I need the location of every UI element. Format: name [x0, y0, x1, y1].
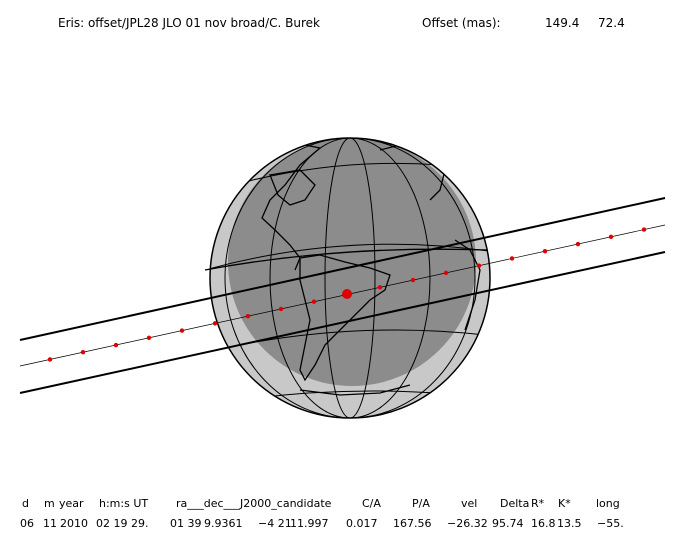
offset-value: 72.4 — [598, 16, 625, 30]
time-marker — [641, 227, 647, 232]
column-header: d — [22, 497, 29, 510]
time-marker — [212, 321, 218, 326]
column-header: R* — [531, 497, 545, 510]
time-marker — [80, 350, 86, 355]
cell: −26.32 — [447, 517, 488, 530]
time-marker — [245, 313, 251, 319]
circumstances-table: d m year h:m:s UT ra___dec___J2000_candi… — [20, 497, 624, 530]
time-marker — [542, 249, 548, 254]
cell: 16.8 — [531, 517, 556, 530]
time-marker — [311, 299, 317, 304]
time-marker — [47, 357, 53, 362]
time-marker — [410, 277, 416, 283]
cell: 01 39 — [170, 517, 202, 530]
cell: 0.017 — [346, 517, 378, 530]
north-limit — [19, 197, 666, 341]
map-title: Eris: offset/JPL28 JLO 01 nov broad/C. B… — [58, 16, 320, 30]
column-header: ra___dec___J2000_candidate — [176, 497, 332, 510]
time-marker — [476, 263, 482, 268]
column-header: P/A — [412, 497, 430, 510]
cell: −55. — [597, 517, 624, 530]
shadow-path — [19, 197, 666, 394]
time-marker — [113, 342, 119, 348]
column-header: m — [44, 497, 55, 510]
time-marker — [575, 241, 581, 247]
offset-label: Offset (mas): — [422, 16, 501, 30]
column-header: h:m:s UT — [99, 497, 148, 510]
time-marker — [179, 328, 185, 333]
column-header: year — [59, 497, 84, 510]
cell: 02 19 29. — [96, 517, 148, 530]
cell: 11 — [43, 517, 57, 530]
time-marker — [146, 335, 152, 340]
closest-approach-marker — [342, 289, 352, 299]
south-limit — [19, 251, 666, 394]
time-marker — [509, 256, 515, 261]
cell: 2010 — [60, 517, 88, 530]
time-marker — [608, 234, 614, 240]
offset-value: 149.4 — [545, 16, 579, 30]
night-region — [228, 138, 476, 386]
time-marker — [377, 285, 383, 290]
cell: 95.74 — [492, 517, 524, 530]
time-marker — [278, 306, 284, 312]
column-header: C/A — [362, 497, 381, 510]
cell: 167.56 — [393, 517, 432, 530]
cell: 9.9361 — [204, 517, 243, 530]
terminator-arc — [204, 248, 489, 271]
cell: 13.5 — [557, 517, 582, 530]
cell: 11.997 — [290, 517, 329, 530]
column-header: Delta — [500, 497, 529, 510]
column-header: vel — [461, 497, 477, 510]
globe-limb — [209, 137, 491, 419]
column-header: long — [596, 497, 620, 510]
time-marker — [443, 270, 449, 276]
cell: 06 — [20, 517, 34, 530]
column-header: K* — [558, 497, 571, 510]
cell: −4 21 — [258, 517, 292, 530]
